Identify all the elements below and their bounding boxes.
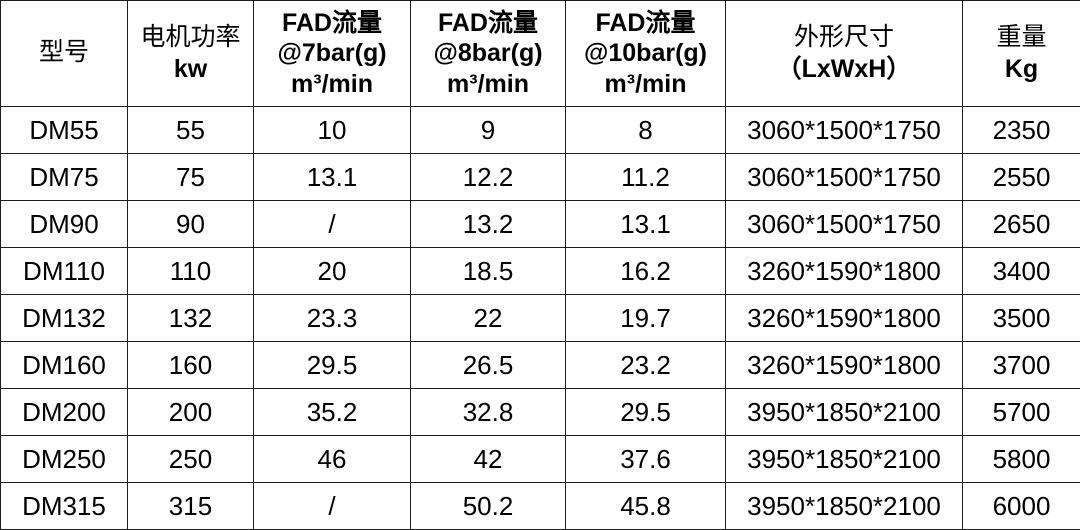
col-header-power-label: 电机功率 [128, 23, 253, 54]
table-row: DM55 55 10 9 8 3060*1500*1750 2350 [1, 107, 1080, 154]
cell-power: 90 [128, 201, 254, 248]
cell-dimensions: 3950*1850*2100 [726, 483, 963, 530]
cell-power: 132 [128, 295, 254, 342]
cell-fad7: / [254, 201, 411, 248]
cell-weight: 2650 [963, 201, 1080, 248]
col-header-dimensions-format: （LxWxH） [726, 54, 962, 85]
cell-fad7: 35.2 [254, 389, 411, 436]
cell-weight: 3700 [963, 342, 1080, 389]
col-header-model: 型号 [1, 1, 128, 107]
cell-power: 250 [128, 436, 254, 483]
cell-fad8: 50.2 [411, 483, 566, 530]
col-header-fad8-pressure: @8bar(g) [411, 38, 565, 69]
cell-power: 160 [128, 342, 254, 389]
cell-fad7: 13.1 [254, 154, 411, 201]
cell-model: DM110 [1, 248, 128, 295]
cell-fad8: 32.8 [411, 389, 566, 436]
cell-fad8: 22 [411, 295, 566, 342]
cell-power: 55 [128, 107, 254, 154]
cell-fad8: 18.5 [411, 248, 566, 295]
cell-fad10: 29.5 [566, 389, 726, 436]
col-header-weight: 重量 Kg [963, 1, 1080, 107]
cell-model: DM315 [1, 483, 128, 530]
col-header-fad8-unit: m³/min [411, 69, 565, 100]
cell-weight: 2350 [963, 107, 1080, 154]
col-header-fad10-label: FAD流量 [566, 8, 725, 39]
table-row: DM132 132 23.3 22 19.7 3260*1590*1800 35… [1, 295, 1080, 342]
col-header-weight-unit: Kg [963, 54, 1080, 85]
col-header-fad8-label: FAD流量 [411, 8, 565, 39]
table-row: DM160 160 29.5 26.5 23.2 3260*1590*1800 … [1, 342, 1080, 389]
cell-weight: 3400 [963, 248, 1080, 295]
table-row: DM250 250 46 42 37.6 3950*1850*2100 5800 [1, 436, 1080, 483]
cell-fad10: 23.2 [566, 342, 726, 389]
cell-fad10: 45.8 [566, 483, 726, 530]
col-header-fad7-label: FAD流量 [254, 8, 410, 39]
col-header-fad8: FAD流量 @8bar(g) m³/min [411, 1, 566, 107]
col-header-fad7: FAD流量 @7bar(g) m³/min [254, 1, 411, 107]
cell-power: 75 [128, 154, 254, 201]
cell-fad8: 13.2 [411, 201, 566, 248]
cell-fad7: / [254, 483, 411, 530]
col-header-fad7-unit: m³/min [254, 69, 410, 100]
header-row: 型号 电机功率 kw FAD流量 @7bar(g) m³/min FAD流量 @… [1, 1, 1080, 107]
col-header-power-unit: kw [128, 54, 253, 85]
cell-dimensions: 3260*1590*1800 [726, 248, 963, 295]
table-row: DM75 75 13.1 12.2 11.2 3060*1500*1750 25… [1, 154, 1080, 201]
cell-fad10: 8 [566, 107, 726, 154]
col-header-fad7-pressure: @7bar(g) [254, 38, 410, 69]
table-row: DM90 90 / 13.2 13.1 3060*1500*1750 2650 [1, 201, 1080, 248]
cell-fad7: 29.5 [254, 342, 411, 389]
cell-weight: 6000 [963, 483, 1080, 530]
cell-model: DM160 [1, 342, 128, 389]
cell-model: DM75 [1, 154, 128, 201]
col-header-power: 电机功率 kw [128, 1, 254, 107]
col-header-dimensions-label: 外形尺寸 [726, 23, 962, 54]
cell-fad10: 13.1 [566, 201, 726, 248]
cell-model: DM55 [1, 107, 128, 154]
cell-dimensions: 3950*1850*2100 [726, 436, 963, 483]
col-header-fad10: FAD流量 @10bar(g) m³/min [566, 1, 726, 107]
cell-power: 110 [128, 248, 254, 295]
cell-model: DM200 [1, 389, 128, 436]
col-header-fad10-unit: m³/min [566, 69, 725, 100]
table-row: DM110 110 20 18.5 16.2 3260*1590*1800 34… [1, 248, 1080, 295]
cell-fad7: 23.3 [254, 295, 411, 342]
cell-dimensions: 3060*1500*1750 [726, 154, 963, 201]
cell-fad8: 9 [411, 107, 566, 154]
cell-dimensions: 3260*1590*1800 [726, 342, 963, 389]
cell-fad7: 20 [254, 248, 411, 295]
cell-fad8: 12.2 [411, 154, 566, 201]
cell-fad7: 10 [254, 107, 411, 154]
cell-fad7: 46 [254, 436, 411, 483]
col-header-dimensions: 外形尺寸 （LxWxH） [726, 1, 963, 107]
cell-dimensions: 3060*1500*1750 [726, 107, 963, 154]
cell-weight: 2550 [963, 154, 1080, 201]
col-header-weight-label: 重量 [963, 23, 1080, 54]
cell-model: DM250 [1, 436, 128, 483]
cell-model: DM90 [1, 201, 128, 248]
col-header-fad10-pressure: @10bar(g) [566, 38, 725, 69]
cell-model: DM132 [1, 295, 128, 342]
cell-fad10: 11.2 [566, 154, 726, 201]
cell-dimensions: 3260*1590*1800 [726, 295, 963, 342]
cell-fad8: 26.5 [411, 342, 566, 389]
cell-dimensions: 3060*1500*1750 [726, 201, 963, 248]
cell-fad10: 16.2 [566, 248, 726, 295]
table-row: DM200 200 35.2 32.8 29.5 3950*1850*2100 … [1, 389, 1080, 436]
cell-fad10: 19.7 [566, 295, 726, 342]
col-header-model-label: 型号 [1, 38, 127, 69]
table-row: DM315 315 / 50.2 45.8 3950*1850*2100 600… [1, 483, 1080, 530]
cell-dimensions: 3950*1850*2100 [726, 389, 963, 436]
cell-weight: 5800 [963, 436, 1080, 483]
cell-fad10: 37.6 [566, 436, 726, 483]
cell-power: 200 [128, 389, 254, 436]
cell-weight: 5700 [963, 389, 1080, 436]
cell-fad8: 42 [411, 436, 566, 483]
cell-weight: 3500 [963, 295, 1080, 342]
cell-power: 315 [128, 483, 254, 530]
